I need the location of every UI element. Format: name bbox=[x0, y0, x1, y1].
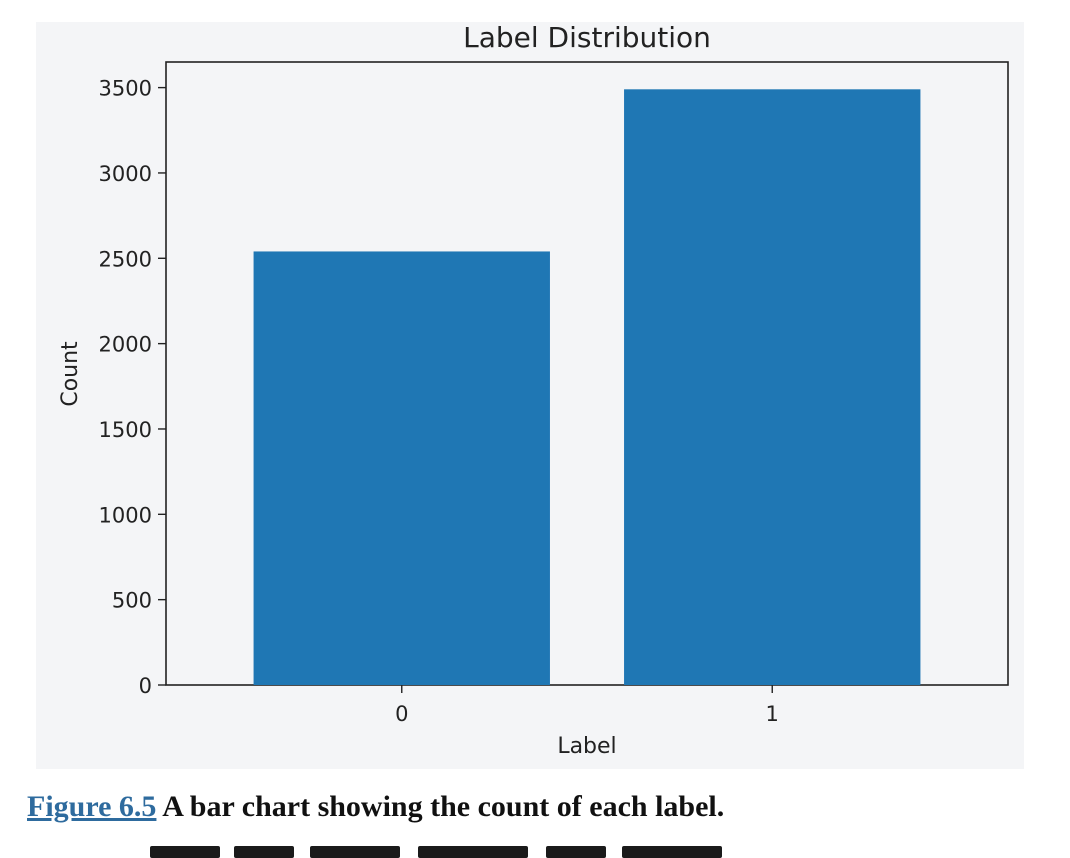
y-axis: 0 500 1000 1500 2000 2500 3000 3500 bbox=[99, 77, 166, 698]
bars-layer bbox=[253, 89, 921, 686]
y-tick-label: 1000 bbox=[99, 503, 152, 527]
figure-caption: Figure 6.5 A bar chart showing the count… bbox=[27, 790, 724, 824]
x-tick-label: 1 bbox=[766, 702, 779, 726]
plot-frame bbox=[165, 61, 1009, 686]
y-tick-label: 3000 bbox=[99, 162, 152, 186]
figure-link[interactable]: Figure 6.5 bbox=[27, 790, 157, 823]
y-tick-label: 1500 bbox=[99, 418, 152, 442]
y-tick-label: 3500 bbox=[99, 77, 152, 101]
bar-chart: Label Distribution 0 500 1000 1500 2000 2500 3… bbox=[58, 22, 1009, 759]
y-tick-label: 2000 bbox=[99, 333, 152, 357]
y-tick-label: 0 bbox=[139, 674, 152, 698]
y-tick-label: 2500 bbox=[99, 247, 152, 271]
caption-text: A bar chart showing the count of each la… bbox=[162, 790, 725, 823]
x-axis-label: Label bbox=[557, 734, 616, 759]
next-line-fragment bbox=[150, 846, 730, 858]
x-tick-label: 0 bbox=[395, 702, 408, 726]
bar-1 bbox=[624, 89, 921, 686]
y-tick-label: 500 bbox=[112, 589, 152, 613]
y-axis-label: Count bbox=[58, 341, 83, 407]
chart-title: Label Distribution bbox=[463, 22, 711, 54]
chart-panel: Label Distribution 0 500 1000 1500 2000 2500 3… bbox=[36, 22, 1024, 769]
bar-0 bbox=[253, 251, 550, 686]
